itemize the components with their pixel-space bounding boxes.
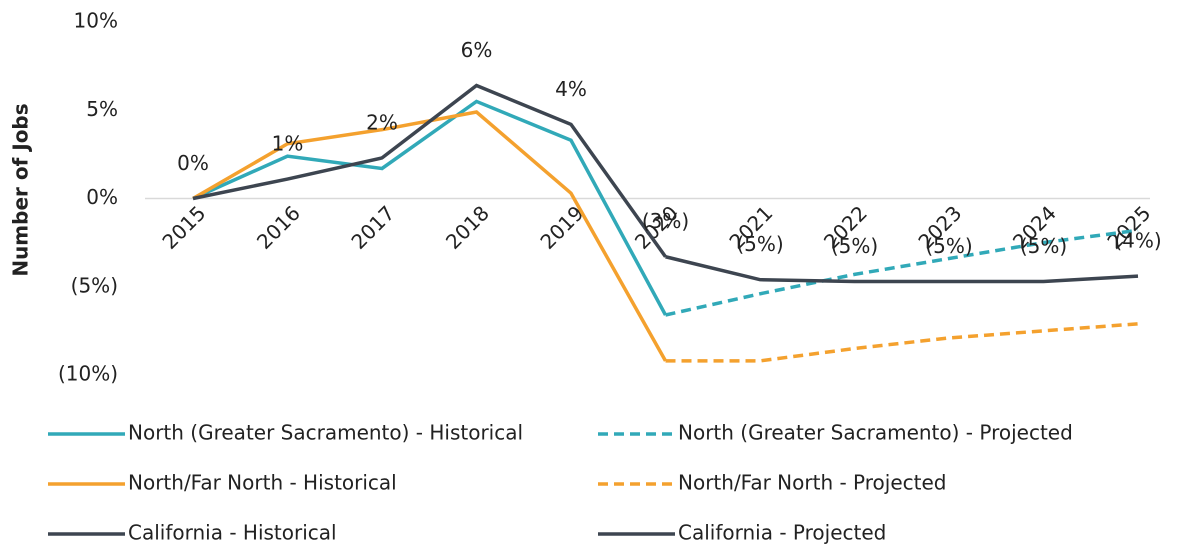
series-line <box>665 228 1139 317</box>
data-label: 1% <box>272 132 304 156</box>
legend-label: California - Historical <box>128 521 337 545</box>
series-line <box>665 322 1139 363</box>
data-label: 4% <box>555 77 587 101</box>
legend-label: California - Projected <box>678 521 886 545</box>
series-line <box>665 255 1139 284</box>
data-label: 2% <box>366 110 398 134</box>
data-label: 0% <box>177 151 209 175</box>
legend-label: North (Greater Sacramento) - Historical <box>128 421 523 445</box>
series-line <box>192 99 668 316</box>
y-tick-label: (5%) <box>71 273 118 297</box>
legend-label: North (Greater Sacramento) - Projected <box>678 421 1073 445</box>
x-tick-label: 2016 <box>252 201 305 254</box>
y-axis-label: Number of Jobs <box>9 103 33 276</box>
y-tick-label: 10% <box>74 9 118 33</box>
x-tick-label: 2017 <box>346 201 399 254</box>
data-label: (5%) <box>736 232 783 256</box>
y-tick-label: (10%) <box>58 362 118 386</box>
legend-label: North/Far North - Projected <box>678 471 946 495</box>
data-label: (5%) <box>831 234 878 258</box>
data-label: (3%) <box>642 209 689 233</box>
data-label: 6% <box>461 38 493 62</box>
x-tick-label: 2018 <box>441 201 494 254</box>
data-label: (5%) <box>1020 234 1067 258</box>
data-label: (4%) <box>1114 229 1161 253</box>
y-tick-label: 5% <box>86 97 118 121</box>
data-label: (5%) <box>925 234 972 258</box>
series-line <box>192 83 667 258</box>
y-tick-label: 0% <box>86 185 118 209</box>
legend-label: North/Far North - Historical <box>128 471 397 495</box>
x-tick-label: 2015 <box>157 201 210 254</box>
